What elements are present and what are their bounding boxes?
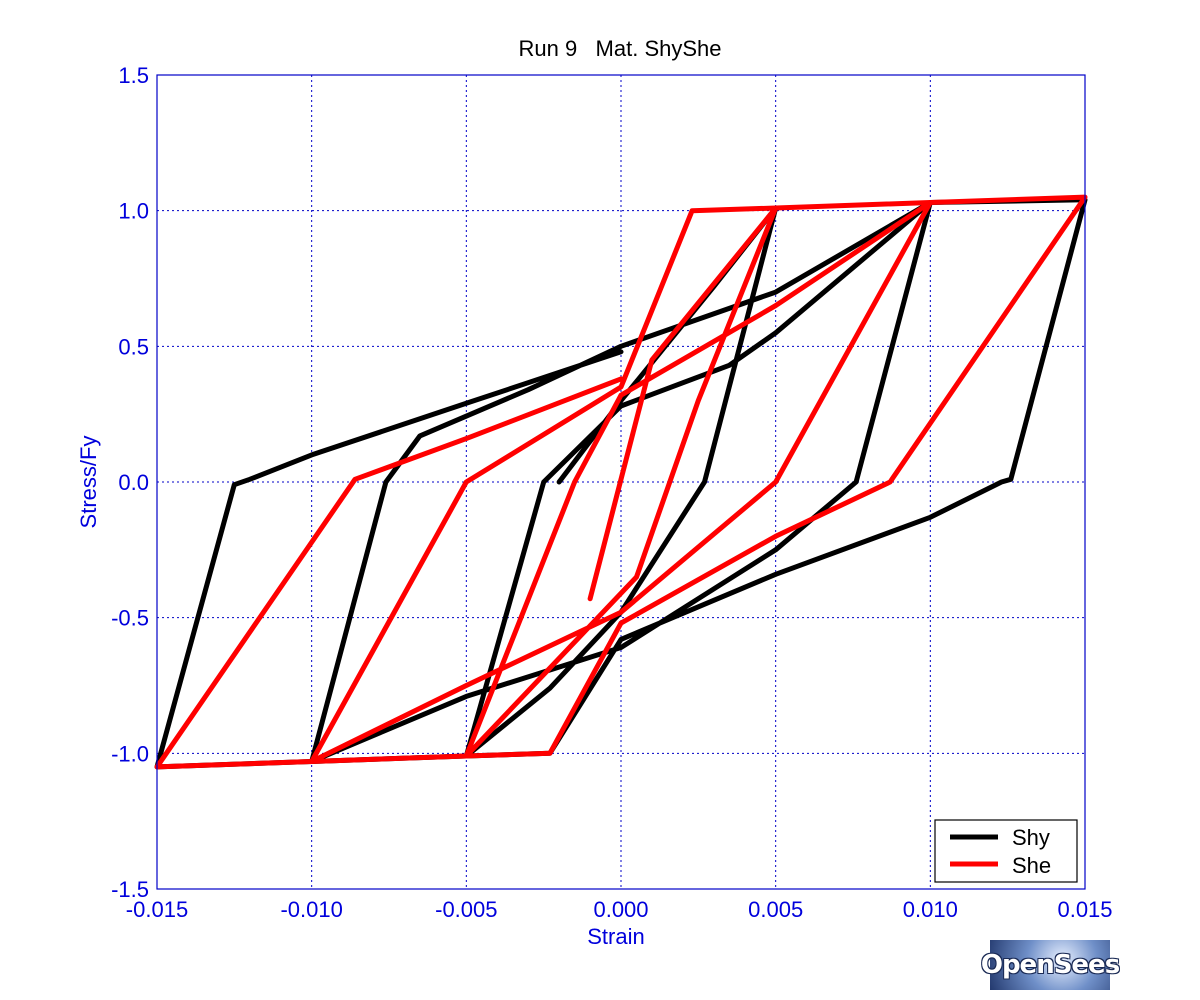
series-layer: [154, 194, 1088, 770]
y-tick-label: -1.0: [111, 741, 149, 766]
x-tick-label: 0.010: [903, 897, 958, 922]
y-tick-label: 0.0: [118, 470, 149, 495]
legend: Shy She: [934, 819, 1078, 883]
legend-label-shy: Shy: [1012, 825, 1050, 850]
opensees-logo-text: OpenSees: [980, 950, 1120, 980]
plot-frame: [156, 74, 1086, 890]
y-tick-label: 1.0: [118, 199, 149, 224]
x-tick-label: 0.005: [748, 897, 803, 922]
x-tick-label: -0.015: [126, 897, 188, 922]
axis-ticks: -0.015 -0.010 -0.005 0.000 0.005 0.010 0.015 -1…: [111, 63, 1112, 922]
y-tick-label: 0.5: [118, 334, 149, 359]
series-line-she: [154, 194, 1088, 770]
x-tick-label: -0.005: [435, 897, 497, 922]
x-tick-label: -0.010: [280, 897, 342, 922]
legend-box: [934, 819, 1078, 883]
x-tick-label: 0.015: [1057, 897, 1112, 922]
opensees-logo: OpenSees: [981, 940, 1120, 990]
y-axis-label: Stress/Fy: [76, 436, 101, 529]
x-tick-label: 0.000: [593, 897, 648, 922]
y-tick-label: 1.5: [118, 63, 149, 88]
chart-title: Run 9 Mat. ShyShe: [519, 36, 722, 61]
x-axis-label: Strain: [587, 924, 644, 949]
legend-label-she: She: [1012, 853, 1051, 878]
y-tick-label: -1.5: [111, 877, 149, 902]
y-tick-label: -0.5: [111, 606, 149, 631]
